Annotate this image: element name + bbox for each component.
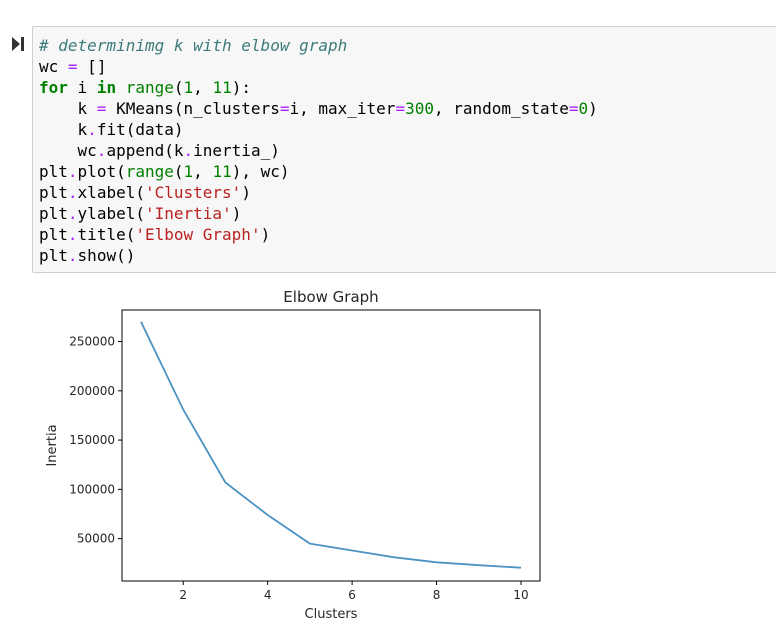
code-token: . bbox=[87, 120, 97, 139]
code-token: ): bbox=[231, 78, 251, 97]
y-tick-label: 100000 bbox=[69, 482, 115, 496]
code-token: = bbox=[96, 99, 107, 118]
code-token: ) bbox=[260, 225, 271, 244]
code-line: plt.ylabel('Inertia') bbox=[39, 204, 241, 223]
code-token: 'Clusters' bbox=[144, 183, 242, 202]
code-token: i bbox=[67, 78, 97, 97]
code-token: # determinimg k with elbow graph bbox=[39, 36, 348, 55]
code-token: = bbox=[279, 99, 290, 118]
code-token: , bbox=[193, 78, 213, 97]
code-line: k = KMeans(n_clusters=i, max_iter=300, r… bbox=[39, 99, 598, 118]
y-tick-label: 50000 bbox=[77, 532, 115, 546]
code-line: wc = [] bbox=[39, 57, 106, 76]
code-token: plt bbox=[39, 225, 68, 244]
y-axis: 50000 100000 150000 200000 250000 bbox=[69, 335, 122, 546]
code-token: range bbox=[125, 78, 174, 97]
code-token: = bbox=[67, 57, 78, 76]
cell-output: Elbow Graph 50000 100000 150000 200000 25000… bbox=[40, 280, 560, 625]
code-token: , bbox=[193, 162, 213, 181]
x-axis-label: Clusters bbox=[305, 607, 358, 622]
code-token: title( bbox=[77, 225, 136, 244]
code-token: . bbox=[183, 141, 194, 160]
code-token bbox=[116, 78, 126, 97]
x-tick-label: 4 bbox=[264, 588, 272, 602]
code-line: plt.xlabel('Clusters') bbox=[39, 183, 251, 202]
code-token: . bbox=[96, 141, 107, 160]
code-token: 'Inertia' bbox=[144, 204, 232, 223]
code-token: , random_state bbox=[433, 99, 569, 118]
code-token: 0 bbox=[578, 99, 589, 118]
code-token: KMeans(n_clusters bbox=[106, 99, 280, 118]
code-token: = bbox=[568, 99, 579, 118]
code-token: [] bbox=[77, 57, 107, 76]
code-token: ) bbox=[231, 204, 242, 223]
chart-title: Elbow Graph bbox=[283, 288, 378, 306]
code-token: = bbox=[395, 99, 406, 118]
code-token: wc bbox=[39, 57, 68, 76]
code-token: . bbox=[67, 162, 78, 181]
y-axis-label: Inertia bbox=[45, 424, 60, 466]
code-token: 1 bbox=[183, 162, 194, 181]
code-token: plt bbox=[39, 246, 68, 265]
code-token: inertia_) bbox=[193, 141, 280, 160]
code-token: . bbox=[67, 225, 78, 244]
x-tick-label: 10 bbox=[513, 588, 528, 602]
code-token: . bbox=[67, 246, 78, 265]
code-token: show() bbox=[77, 246, 136, 265]
code-token: plt bbox=[39, 183, 68, 202]
code-line: # determinimg k with elbow graph bbox=[39, 36, 347, 55]
code-line: k.fit(data) bbox=[39, 120, 184, 139]
y-tick-label: 200000 bbox=[69, 384, 115, 398]
plot-area bbox=[121, 309, 541, 582]
code-token: . bbox=[67, 204, 78, 223]
code-token: 11 bbox=[212, 78, 232, 97]
code-token: ) bbox=[241, 183, 251, 202]
code-line: wc.append(k.inertia_) bbox=[39, 141, 280, 160]
code-token: plot( bbox=[77, 162, 126, 181]
code-token: 300 bbox=[405, 99, 434, 118]
code-line: plt.plot(range(1, 11), wc) bbox=[39, 162, 290, 181]
code-token: 1 bbox=[183, 78, 194, 97]
code-token: xlabel( bbox=[77, 183, 145, 202]
code-token: . bbox=[67, 183, 78, 202]
code-token: ( bbox=[173, 162, 184, 181]
code-line: plt.title('Elbow Graph') bbox=[39, 225, 270, 244]
code-token: ylabel( bbox=[77, 204, 145, 223]
elbow-chart: Elbow Graph 5000010000015000020000025000… bbox=[45, 288, 541, 622]
code-token: plt bbox=[39, 204, 68, 223]
code-token: i, max_iter bbox=[289, 99, 396, 118]
code-token: k bbox=[39, 120, 88, 139]
code-line: for i in range(1, 11): bbox=[39, 78, 251, 97]
code-token: append(k bbox=[106, 141, 184, 160]
code-token: range bbox=[125, 162, 174, 181]
code-token: ( bbox=[173, 78, 184, 97]
code-token: k bbox=[39, 99, 97, 118]
x-tick-label: 6 bbox=[348, 588, 356, 602]
code-cell[interactable]: # determinimg k with elbow graph wc = []… bbox=[32, 26, 776, 273]
x-axis: 2 4 6 8 10 bbox=[179, 581, 529, 602]
code-line: plt.show() bbox=[39, 246, 135, 265]
code-token: plt bbox=[39, 162, 68, 181]
series-line bbox=[140, 321, 522, 569]
code-token: fit(data) bbox=[96, 120, 184, 139]
code-token: 11 bbox=[212, 162, 232, 181]
run-cell-icon[interactable] bbox=[11, 36, 25, 52]
code-token: ), wc) bbox=[231, 162, 290, 181]
code-token: wc bbox=[39, 141, 97, 160]
code-token: 'Elbow Graph' bbox=[135, 225, 261, 244]
code-token: in bbox=[96, 78, 117, 97]
x-tick-label: 2 bbox=[179, 588, 187, 602]
code-token: for bbox=[39, 78, 68, 97]
code-editor[interactable]: # determinimg k with elbow graph wc = []… bbox=[39, 35, 598, 266]
y-tick-label: 150000 bbox=[69, 433, 115, 447]
y-tick-label: 250000 bbox=[69, 335, 115, 349]
x-tick-label: 8 bbox=[433, 588, 441, 602]
code-token: ) bbox=[588, 99, 598, 118]
